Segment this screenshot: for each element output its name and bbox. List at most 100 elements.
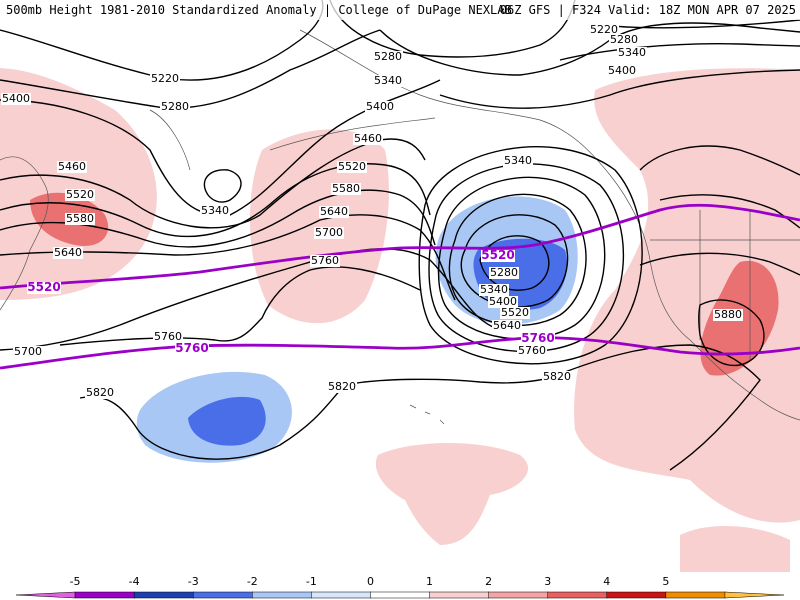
contour-5520-west xyxy=(0,163,431,238)
label-5520-west: 5520 xyxy=(65,188,95,201)
label-5400-low: 5400 xyxy=(488,295,518,308)
colorbar-tick-label: 5 xyxy=(662,575,669,588)
label-5580-west: 5580 xyxy=(65,212,95,225)
colorbar-tick-labels: -5 -4 -3 -2 -1 0 1 2 3 4 5 xyxy=(70,575,670,588)
label-5460-mid: 5460 xyxy=(353,132,383,145)
svg-text:5640: 5640 xyxy=(320,205,348,218)
label-5520-low: 5520 xyxy=(500,306,530,319)
positive-anomaly-subtropics xyxy=(375,442,529,545)
highlighted-contours xyxy=(0,203,800,370)
colorbar-tick-label: 1 xyxy=(426,575,433,588)
contour-5220-ne xyxy=(599,19,800,29)
contour-5280-north xyxy=(329,0,576,58)
purple-contour-5760 xyxy=(0,336,800,370)
contour-5820-west xyxy=(79,371,566,460)
label-5700-mid: 5700 xyxy=(314,226,344,239)
svg-text:5400: 5400 xyxy=(608,64,636,77)
svg-text:5460: 5460 xyxy=(354,132,382,145)
colorbar-tick-label: -2 xyxy=(247,575,258,588)
coastline-hawaii xyxy=(409,404,445,425)
contour-low-5460 xyxy=(437,176,606,340)
svg-text:5280: 5280 xyxy=(610,33,638,46)
us-borders xyxy=(650,210,800,360)
label-5820-west: 5820 xyxy=(85,386,115,399)
label-5640-mid: 5640 xyxy=(319,205,349,218)
colorbar-tick-label: 2 xyxy=(485,575,492,588)
svg-text:5700: 5700 xyxy=(14,345,42,358)
label-5280-west: 5280 xyxy=(160,100,190,113)
header-title: 500mb Height 1981-2010 Standardized Anom… xyxy=(6,3,512,17)
negative-anomaly-southwest-core xyxy=(188,396,266,446)
label-5580-mid: 5580 xyxy=(331,182,361,195)
label-5400-ne: 5400 xyxy=(607,64,637,77)
contour-5400-ne xyxy=(439,69,800,109)
label-5220-west: 5220 xyxy=(150,72,180,85)
label-5700-west: 5700 xyxy=(13,345,43,358)
svg-text:5820: 5820 xyxy=(543,370,571,383)
svg-text:5280: 5280 xyxy=(490,266,518,279)
colorbar-tick-label: -1 xyxy=(306,575,317,588)
svg-text:5220: 5220 xyxy=(590,23,618,36)
coastline-aleutians xyxy=(269,117,436,151)
colorbar-tick-label: 0 xyxy=(367,575,374,588)
contour-5640-west xyxy=(0,214,456,301)
label-5820-mid: 5820 xyxy=(327,380,357,393)
svg-text:5280: 5280 xyxy=(161,100,189,113)
colorbar-band xyxy=(665,591,726,599)
svg-text:5820: 5820 xyxy=(328,380,356,393)
label-5400-west: 5400 xyxy=(1,92,31,105)
svg-text:5520: 5520 xyxy=(338,160,366,173)
svg-text:5760: 5760 xyxy=(175,341,208,355)
svg-text:5820: 5820 xyxy=(86,386,114,399)
svg-text:5640: 5640 xyxy=(493,319,521,332)
svg-text:5520: 5520 xyxy=(66,188,94,201)
contour-5280-ne xyxy=(559,43,800,61)
header-valid-time: 06Z GFS | F324 Valid: 18Z MON APR 07 202… xyxy=(500,3,796,17)
label-5460-west: 5460 xyxy=(57,160,87,173)
contour-5760-west xyxy=(59,266,421,346)
colorbar-band xyxy=(192,591,254,599)
label-5880-east: 5880 xyxy=(713,308,743,321)
colorbar-band xyxy=(547,591,608,599)
purple-label-5520-low: 5520 xyxy=(481,248,515,262)
coastline-alaska xyxy=(299,29,611,176)
svg-text:5400: 5400 xyxy=(489,295,517,308)
label-5760-low: 5760 xyxy=(517,344,547,357)
coastlines xyxy=(0,29,800,425)
svg-text:5880: 5880 xyxy=(714,308,742,321)
colorbar-band xyxy=(252,591,313,599)
colorbar-arrow-right xyxy=(724,591,785,599)
svg-text:5400: 5400 xyxy=(366,100,394,113)
label-5340-mid: 5340 xyxy=(200,204,230,217)
label-5340-low-inner: 5340 xyxy=(479,283,509,296)
label-5640-west: 5640 xyxy=(53,246,83,259)
label-5640-low: 5640 xyxy=(492,319,522,332)
contour-5580-east xyxy=(659,194,800,229)
contour-5700-east xyxy=(639,252,800,276)
colorbar-band xyxy=(74,591,135,599)
contour-5820-east xyxy=(564,344,761,471)
contour-5280-west xyxy=(0,29,381,109)
label-5760-sw: 5760 xyxy=(153,330,183,343)
header-background xyxy=(0,0,800,20)
label-5280-low: 5280 xyxy=(489,266,519,279)
svg-text:5580: 5580 xyxy=(332,182,360,195)
contour-low-5340 xyxy=(460,214,569,308)
purple-contour-5520 xyxy=(0,203,800,290)
svg-text:5220: 5220 xyxy=(151,72,179,85)
contour-5220-west xyxy=(0,0,324,81)
colorbar-band xyxy=(429,591,490,599)
positive-anomaly-central xyxy=(249,129,389,324)
purple-label-5760-west: 5760 xyxy=(175,341,209,355)
purple-label-5520-west: 5520 xyxy=(27,280,61,294)
contour-labels: 5220528054005460552055805640570053405460… xyxy=(1,23,743,399)
label-5760-mid: 5760 xyxy=(310,254,340,267)
anomaly-shading xyxy=(0,68,800,575)
colorbar-tick-label: 3 xyxy=(544,575,551,588)
svg-text:5520: 5520 xyxy=(501,306,529,319)
svg-text:5520: 5520 xyxy=(27,280,60,294)
colorbar-band xyxy=(488,591,549,599)
contour-5340-trough xyxy=(203,169,242,203)
